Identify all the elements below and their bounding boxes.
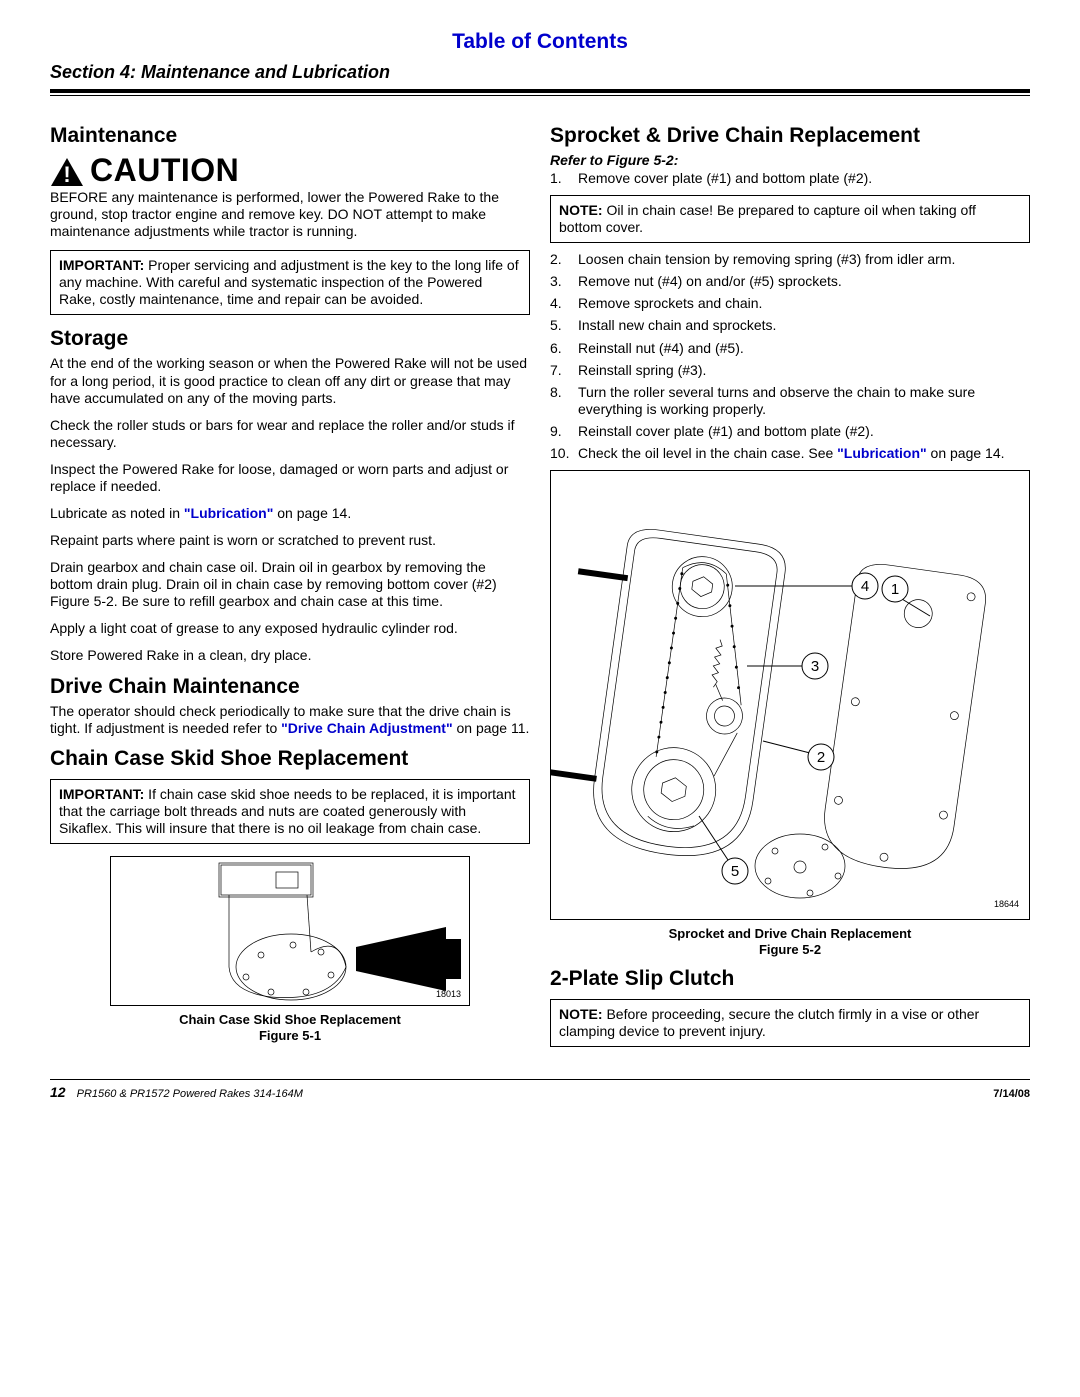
storage-p8: Store Powered Rake in a clean, dry place… xyxy=(50,647,530,664)
figure-5-1-caption: Chain Case Skid Shoe Replacement Figure … xyxy=(50,1012,530,1045)
heading-sprocket: Sprocket & Drive Chain Replacement xyxy=(550,124,1030,148)
footer-title: PR1560 & PR1572 Powered Rakes 314-164M xyxy=(77,1088,303,1100)
heading-drive-chain: Drive Chain Maintenance xyxy=(50,675,530,699)
note-box-1: NOTE: Oil in chain case! Be prepared to … xyxy=(550,195,1030,243)
important-label: IMPORTANT: xyxy=(59,786,144,802)
left-column: Maintenance ! CAUTION BEFORE any mainten… xyxy=(50,124,530,1059)
rule-thick xyxy=(50,89,1030,93)
text: Check the oil level in the chain case. S… xyxy=(578,445,837,461)
figure-5-2: 4 1 3 2 5 18644 xyxy=(550,470,1030,920)
toc-link[interactable]: Table of Contents xyxy=(50,30,1030,54)
step-7: Reinstall spring (#3). xyxy=(550,362,1030,379)
heading-storage: Storage xyxy=(50,327,530,351)
page-footer: 12 PR1560 & PR1572 Powered Rakes 314-164… xyxy=(50,1079,1030,1100)
footer-date: 7/14/08 xyxy=(993,1088,1030,1100)
section-heading: Section 4: Maintenance and Lubrication xyxy=(50,62,1030,83)
caution-text: BEFORE any maintenance is performed, low… xyxy=(50,189,530,240)
svg-text:5: 5 xyxy=(731,863,739,880)
step-4: Remove sprockets and chain. xyxy=(550,295,1030,312)
steps-list-1: Remove cover plate (#1) and bottom plate… xyxy=(550,170,1030,187)
lubrication-link[interactable]: "Lubrication" xyxy=(184,505,274,521)
step-5: Install new chain and sprockets. xyxy=(550,317,1030,334)
refer-label: Refer to Figure 5-2: xyxy=(550,152,1030,168)
step-6: Reinstall nut (#4) and (#5). xyxy=(550,340,1030,357)
figure-1-number: 18013 xyxy=(436,989,461,999)
right-column: Sprocket & Drive Chain Replacement Refer… xyxy=(550,124,1030,1059)
drive-chain-adj-link[interactable]: "Drive Chain Adjustment" xyxy=(281,720,452,736)
important-label: IMPORTANT: xyxy=(59,257,144,273)
note-text: Oil in chain case! Be prepared to captur… xyxy=(559,202,976,235)
caution-label: CAUTION xyxy=(90,152,239,189)
note-label: NOTE: xyxy=(559,1006,603,1022)
storage-p3: Inspect the Powered Rake for loose, dama… xyxy=(50,461,530,495)
storage-p6: Drain gearbox and chain case oil. Drain … xyxy=(50,559,530,610)
storage-p4: Lubricate as noted in "Lubrication" on p… xyxy=(50,505,530,522)
warning-triangle-icon: ! xyxy=(50,157,84,187)
important-box-2: IMPORTANT: If chain case skid shoe needs… xyxy=(50,779,530,844)
figure-5-1: 18013 xyxy=(110,856,470,1006)
step-1: Remove cover plate (#1) and bottom plate… xyxy=(550,170,1030,187)
storage-p2: Check the roller studs or bars for wear … xyxy=(50,417,530,451)
heading-maintenance: Maintenance xyxy=(50,124,530,148)
steps-list-2: Loosen chain tension by removing spring … xyxy=(550,251,1030,462)
svg-text:3: 3 xyxy=(811,658,819,675)
svg-text:2: 2 xyxy=(817,749,825,766)
step-8: Turn the roller several turns and observ… xyxy=(550,384,1030,418)
heading-plate-slip: 2-Plate Slip Clutch xyxy=(550,967,1030,991)
text: Figure 5-2 xyxy=(759,942,821,957)
figure-2-number: 18644 xyxy=(994,899,1019,909)
caution-header: ! CAUTION xyxy=(50,152,530,189)
text: on page 11. xyxy=(453,720,530,736)
step-9: Reinstall cover plate (#1) and bottom pl… xyxy=(550,423,1030,440)
step-10: Check the oil level in the chain case. S… xyxy=(550,445,1030,462)
svg-text:1: 1 xyxy=(891,581,899,598)
figure-5-2-svg: 4 1 3 2 5 xyxy=(551,471,1029,921)
step-2: Loosen chain tension by removing spring … xyxy=(550,251,1030,268)
note-box-2: NOTE: Before proceeding, secure the clut… xyxy=(550,999,1030,1047)
note-label: NOTE: xyxy=(559,202,603,218)
svg-text:4: 4 xyxy=(861,578,869,595)
heading-chain-case: Chain Case Skid Shoe Replacement xyxy=(50,747,530,771)
text: Figure 5-1 xyxy=(259,1028,321,1043)
note-text: Before proceeding, secure the clutch fir… xyxy=(559,1006,979,1039)
drive-chain-p1: The operator should check periodically t… xyxy=(50,703,530,737)
page-number: 12 xyxy=(50,1084,66,1100)
step-3: Remove nut (#4) on and/or (#5) sprockets… xyxy=(550,273,1030,290)
storage-p5: Repaint parts where paint is worn or scr… xyxy=(50,532,530,549)
rule-thin xyxy=(50,95,1030,96)
lubrication-link-2[interactable]: "Lubrication" xyxy=(837,445,927,461)
text: Lubricate as noted in xyxy=(50,505,184,521)
svg-text:!: ! xyxy=(63,162,70,187)
text: Sprocket and Drive Chain Replacement xyxy=(669,926,912,941)
footer-left: 12 PR1560 & PR1572 Powered Rakes 314-164… xyxy=(50,1084,303,1100)
text: Chain Case Skid Shoe Replacement xyxy=(179,1012,401,1027)
important-box-1: IMPORTANT: Proper servicing and adjustme… xyxy=(50,250,530,315)
storage-p7: Apply a light coat of grease to any expo… xyxy=(50,620,530,637)
figure-5-2-caption: Sprocket and Drive Chain Replacement Fig… xyxy=(550,926,1030,959)
text: on page 14. xyxy=(273,505,351,521)
storage-p1: At the end of the working season or when… xyxy=(50,355,530,406)
figure-5-1-svg xyxy=(111,857,471,1007)
text: on page 14. xyxy=(927,445,1005,461)
